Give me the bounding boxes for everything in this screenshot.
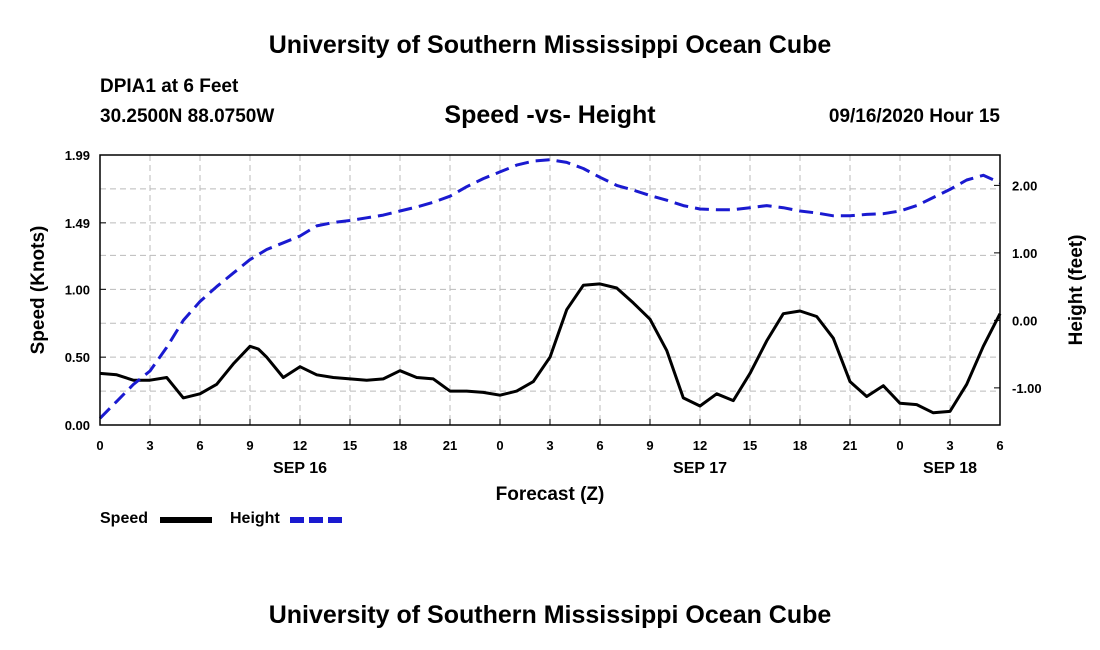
y2-tick-label: 2.00 <box>1012 178 1037 193</box>
x-tick-label: 15 <box>743 438 757 453</box>
x-tick-label: 12 <box>293 438 307 453</box>
x-tick-label: 21 <box>443 438 457 453</box>
day-label: SEP 17 <box>673 460 727 477</box>
x-tick-label: 6 <box>596 438 603 453</box>
x-tick-label: 9 <box>246 438 253 453</box>
y-tick-label: 0.00 <box>65 418 90 433</box>
x-tick-label: 0 <box>896 438 903 453</box>
series-line-speed <box>99 282 1002 415</box>
day-label: SEP 16 <box>273 460 327 477</box>
grid-lines <box>100 155 1000 425</box>
day-label: SEP 18 <box>923 460 977 477</box>
x-tick-label: 3 <box>146 438 153 453</box>
y-axis-label: Speed (Knots) <box>28 226 49 355</box>
x-tick-label: 0 <box>96 438 103 453</box>
y-tick-label: 0.50 <box>65 350 90 365</box>
forecast-datetime: 09/16/2020 Hour 15 <box>828 106 1000 127</box>
speed-height-chart: 0 3 6 9 12 15 18 21 0 3 6 9 12 15 18 21 0 3 6 SEP 16 SEP 17 S… <box>28 148 1087 523</box>
x-tick-label: 12 <box>693 438 707 453</box>
x-tick-label: 0 <box>496 438 503 453</box>
x-tick-label: 9 <box>646 438 653 453</box>
x-tick-label: 6 <box>996 438 1003 453</box>
header-title: University of Southern Mississippi Ocean… <box>268 31 832 59</box>
series-line-height <box>98 158 1001 420</box>
series-layer <box>98 158 1002 420</box>
legend-height-label: Height <box>230 510 280 527</box>
x-tick-label: 18 <box>393 438 407 453</box>
station-coords: 30.2500N 88.0750W <box>100 106 275 127</box>
y2-tick-label: 0.00 <box>1012 313 1037 328</box>
x-tick-label: 3 <box>546 438 553 453</box>
x-axis-label: Forecast (Z) <box>496 484 605 505</box>
station-name: DPIA1 at 6 Feet <box>100 76 239 97</box>
y2-tick-label: 1.00 <box>1012 246 1037 261</box>
x-tick-label: 15 <box>343 438 357 453</box>
y2-tick-label: -1.00 <box>1012 381 1042 396</box>
y-tick-label: 1.49 <box>65 216 90 231</box>
chart-title: Speed -vs- Height <box>444 101 656 129</box>
x-tick-label: 3 <box>946 438 953 453</box>
x-tick-label: 18 <box>793 438 807 453</box>
x-tick-label: 6 <box>196 438 203 453</box>
axis-ticks: 0 3 6 9 12 15 18 21 0 3 6 9 12 15 18 21 0 3 6 SEP 16 SEP 17 S… <box>65 148 1042 477</box>
y-tick-label: 1.00 <box>65 282 90 297</box>
y-tick-label: 1.99 <box>65 148 90 163</box>
y2-axis-label: Height (feet) <box>1066 235 1087 346</box>
legend-speed-label: Speed <box>100 510 149 527</box>
footer-title: University of Southern Mississippi Ocean… <box>268 601 832 629</box>
x-tick-label: 21 <box>843 438 857 453</box>
